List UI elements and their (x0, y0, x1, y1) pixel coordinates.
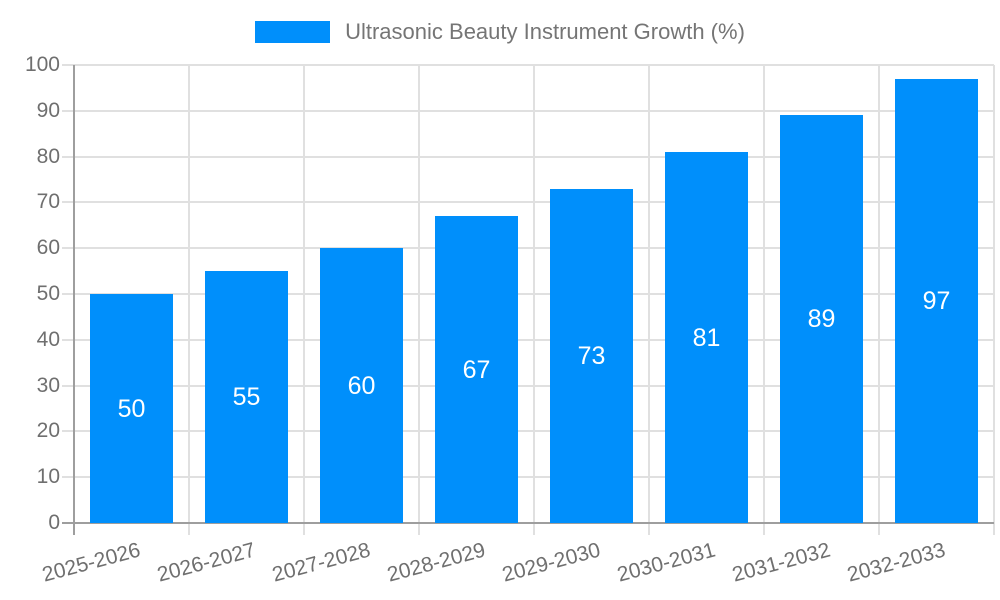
bar[interactable] (780, 115, 863, 523)
x-gridline (648, 65, 650, 535)
x-gridline (533, 65, 535, 535)
y-gridline (62, 338, 994, 341)
bar[interactable] (320, 248, 403, 523)
y-gridline (62, 64, 994, 66)
y-tick-label: 100 (24, 53, 60, 76)
x-gridline (188, 65, 190, 535)
bar[interactable] (435, 216, 518, 523)
y-gridline (62, 155, 994, 158)
x-gridline (418, 65, 420, 535)
y-tick-label: 60 (36, 236, 60, 260)
bar-value-label: 60 (347, 371, 376, 400)
y-tick-label: 70 (36, 190, 60, 214)
y-axis-line (73, 65, 75, 535)
y-tick-label: 80 (36, 144, 60, 168)
legend-item[interactable]: Ultrasonic Beauty Instrument Growth (%) (0, 18, 1000, 46)
bar-value-label: 50 (117, 394, 146, 423)
x-gridline (763, 65, 765, 535)
bar[interactable] (550, 188, 633, 523)
bar[interactable] (895, 78, 978, 523)
bar-value-label: 89 (807, 305, 836, 334)
bar-value-label: 73 (577, 341, 606, 370)
y-gridline (62, 384, 994, 387)
bar-value-label: 81 (692, 323, 721, 352)
x-axis-line (62, 522, 994, 524)
y-tick-label: 20 (36, 419, 60, 443)
y-tick-label: 10 (36, 465, 60, 489)
bar[interactable] (665, 152, 748, 523)
y-gridline (62, 109, 994, 112)
x-gridline (303, 65, 305, 535)
bar-value-label: 55 (232, 383, 261, 412)
y-tick-label: 40 (36, 327, 60, 351)
x-gridline (993, 65, 995, 535)
bar-value-label: 67 (462, 355, 491, 384)
y-tick-label: 0 (48, 511, 60, 534)
y-gridline (62, 247, 994, 250)
legend-label: Ultrasonic Beauty Instrument Growth (%) (345, 19, 745, 44)
y-tick-label: 90 (36, 98, 60, 122)
x-gridline (878, 65, 880, 535)
y-tick-label: 50 (36, 282, 60, 305)
y-gridline (62, 476, 994, 479)
bar-value-label: 97 (922, 286, 951, 315)
y-gridline (62, 201, 994, 204)
legend-swatch (255, 21, 331, 43)
bar[interactable] (205, 271, 288, 523)
y-tick-label: 30 (36, 373, 60, 397)
bar[interactable] (90, 294, 173, 523)
y-gridline (62, 430, 994, 433)
y-gridline (62, 293, 994, 295)
